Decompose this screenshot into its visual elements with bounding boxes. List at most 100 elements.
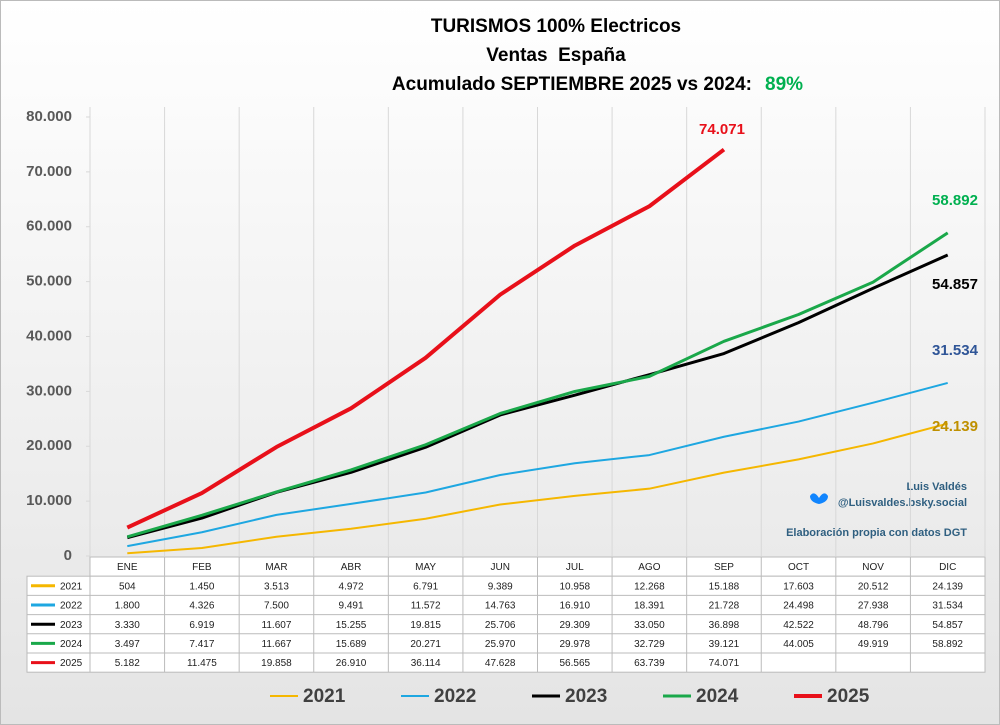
table-cell: 20.512 — [858, 581, 889, 592]
x-tick-label: NOV — [862, 562, 884, 573]
bluesky-icon — [810, 493, 828, 504]
table-cell: 11.667 — [262, 639, 292, 650]
end-label: 58.892 — [932, 192, 978, 209]
y-tick-label: 50.000 — [26, 273, 72, 290]
table-cell: 54.857 — [932, 620, 963, 631]
table-cell: 31.534 — [932, 601, 963, 612]
table-cell: 56.565 — [559, 658, 590, 669]
table-cell: 36.898 — [709, 620, 740, 631]
table-cell: 1.800 — [115, 601, 140, 612]
legend-label: 2023 — [565, 686, 607, 707]
x-tick-label: JUN — [490, 562, 509, 573]
table-cell: 5.182 — [115, 658, 140, 669]
table-cell: 15.255 — [336, 620, 367, 631]
table-cell: 47.628 — [485, 658, 516, 669]
x-tick-label: AGO — [638, 562, 660, 573]
growth: 89% — [765, 74, 803, 95]
table-cell: 11.475 — [187, 658, 217, 669]
table-cell: 15.689 — [336, 639, 367, 650]
end-label: 31.534 — [932, 342, 979, 359]
table-cell: 3.497 — [115, 639, 140, 650]
legend-label: 2025 — [827, 686, 870, 707]
table-cell: 74.071 — [709, 658, 740, 669]
x-tick-label: OCT — [788, 562, 809, 573]
table-cell: 29.309 — [559, 620, 590, 631]
table-cell: 44.005 — [783, 639, 814, 650]
table-cell: 25.706 — [485, 620, 516, 631]
y-tick-label: 40.000 — [26, 327, 72, 344]
annotation: @Luisvaldes.bsky.social — [838, 497, 967, 509]
table-cell: 29.978 — [559, 639, 590, 650]
end-label: 54.857 — [932, 276, 978, 293]
table-cell: 25.970 — [485, 639, 516, 650]
table-cell: 58.892 — [932, 639, 963, 650]
table-cell: 11.607 — [262, 620, 292, 631]
table-cell: 7.500 — [264, 601, 289, 612]
table-cell: 21.728 — [709, 601, 740, 612]
table-row-label: 2021 — [60, 581, 83, 592]
y-tick-label: 60.000 — [26, 218, 72, 235]
table-cell: 19.858 — [261, 658, 292, 669]
table-cell: 3.330 — [115, 620, 140, 631]
table-row-label: 2024 — [60, 639, 83, 650]
series-line — [127, 381, 948, 548]
y-tick-label: 70.000 — [26, 163, 72, 180]
table-row-label: 2022 — [60, 601, 83, 612]
y-tick-label: 30.000 — [26, 382, 72, 399]
table-cell: 10.958 — [559, 581, 590, 592]
table-cell: 27.938 — [858, 601, 889, 612]
table-cell: 48.796 — [858, 620, 889, 631]
table-cell: 17.603 — [783, 581, 814, 592]
table-cell: 39.121 — [709, 639, 740, 650]
table-cell: 1.450 — [189, 581, 214, 592]
annotation: Luis Valdés — [906, 481, 967, 493]
x-tick-label: DIC — [939, 562, 956, 573]
x-tick-label: MAY — [415, 562, 436, 573]
x-tick-label: FEB — [192, 562, 212, 573]
table-cell: 4.972 — [339, 581, 364, 592]
table-cell: 18.391 — [634, 601, 665, 612]
table-cell: 6.791 — [413, 581, 438, 592]
x-tick-label: JUL — [566, 562, 584, 573]
x-tick-label: SEP — [714, 562, 734, 573]
series-line — [127, 422, 948, 555]
y-tick-label: 10.000 — [26, 492, 72, 509]
table-cell: 24.139 — [932, 581, 963, 592]
table-cell: 15.188 — [709, 581, 740, 592]
data-table — [26, 575, 986, 673]
y-tick-label: 0 — [64, 547, 72, 564]
chart-title: TURISMOS 100% Electricos — [431, 16, 681, 37]
subtitle: Acumulado SEPTIEMBRE 2025 vs 2024: — [392, 74, 752, 95]
end-label: 74.071 — [699, 121, 745, 138]
table-cell: 32.729 — [634, 639, 665, 650]
series-line — [126, 147, 726, 530]
table-cell: 36.114 — [411, 658, 441, 669]
table-cell: 504 — [119, 581, 136, 592]
table-cell: 16.910 — [559, 601, 590, 612]
table-cell: 20.271 — [410, 639, 441, 650]
legend-label: 2022 — [434, 686, 476, 707]
table-cell: 7.417 — [189, 639, 214, 650]
table-cell: 9.491 — [339, 601, 364, 612]
subtitle: Ventas España — [486, 45, 626, 66]
table-cell: 19.815 — [410, 620, 441, 631]
table-row-label: 2023 — [60, 620, 83, 631]
table-cell: 26.910 — [336, 658, 367, 669]
legend-label: 2024 — [696, 686, 739, 707]
table-cell: 3.513 — [264, 581, 289, 592]
table-cell: 11.572 — [411, 601, 441, 612]
table-cell: 14.763 — [485, 601, 516, 612]
y-tick-label: 20.000 — [26, 437, 72, 454]
annotation: Elaboración propia con datos DGT — [786, 527, 967, 539]
table-cell: 42.522 — [783, 620, 814, 631]
table-cell: 49.919 — [858, 639, 889, 650]
table-cell: 9.389 — [488, 581, 513, 592]
table-row-label: 2025 — [60, 658, 83, 669]
table-cell: 24.498 — [783, 601, 814, 612]
table-cell: 12.268 — [634, 581, 665, 592]
x-tick-label: MAR — [265, 562, 287, 573]
end-label: 24.139 — [932, 418, 978, 435]
table-cell: 4.326 — [189, 601, 214, 612]
table-cell: 33.050 — [634, 620, 665, 631]
